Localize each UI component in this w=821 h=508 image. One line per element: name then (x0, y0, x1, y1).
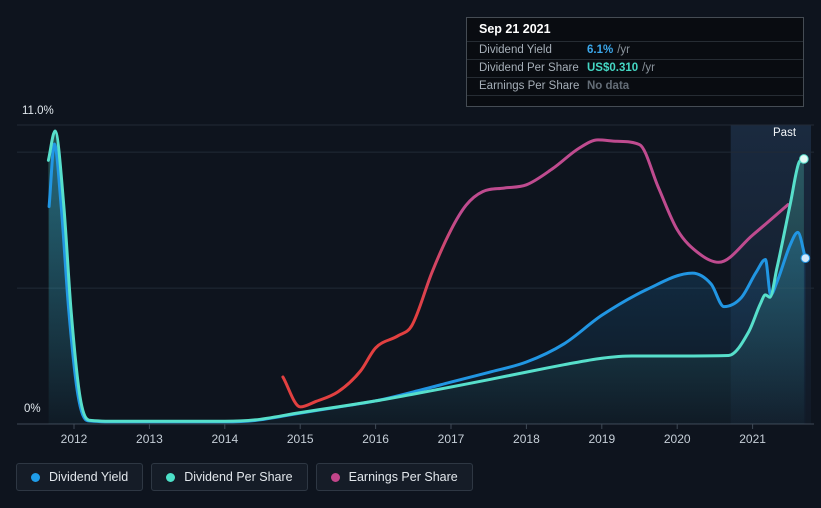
tooltip-row-dividend-yield: Dividend Yield 6.1% /yr (467, 42, 803, 60)
past-region-label: Past (773, 127, 797, 139)
tooltip-value: No data (587, 80, 630, 92)
legend-item-earnings-per-share[interactable]: Earnings Per Share (315, 463, 473, 491)
legend-dot-dividend-per-share (166, 472, 176, 482)
series-area-dividend-yield (49, 144, 806, 424)
x-axis-label-2016: 2016 (362, 432, 389, 446)
tooltip-value: 6.1% (587, 44, 614, 56)
x-axis-label-2013: 2013 (136, 432, 163, 446)
x-axis-label-2020: 2020 (664, 432, 691, 446)
tooltip-date: Sep 21 2021 (467, 18, 803, 42)
legend-label: Dividend Yield (49, 470, 129, 484)
series-line-dividend-per-share (46, 129, 806, 423)
tooltip-label: Earnings Per Share (479, 80, 580, 92)
x-axis-label-2017: 2017 (438, 432, 465, 446)
x-axis-label-2014: 2014 (211, 432, 238, 446)
tooltip-value-suffix: /yr (642, 62, 655, 74)
chart-tooltip: Sep 21 2021 Dividend Yield 6.1% /yr Divi… (466, 17, 804, 107)
legend-label: Earnings Per Share (348, 470, 458, 484)
legend-label: Dividend Per Share (184, 470, 293, 484)
y-axis-top-label: 11.0% (22, 105, 54, 117)
x-axis-label-2015: 2015 (287, 432, 314, 446)
tooltip-label: Dividend Yield (479, 44, 552, 56)
series-line-earnings-per-share (281, 138, 790, 409)
x-axis-label-2018: 2018 (513, 432, 540, 446)
legend-dot-dividend-yield (31, 472, 40, 482)
series-area-dividend-per-share (48, 131, 804, 424)
x-axis-label-2019: 2019 (588, 432, 615, 446)
x-axis-label-2021: 2021 (739, 432, 766, 446)
chart-legend: Dividend Yield Dividend Per Share Earnin… (16, 463, 473, 491)
tooltip-row-earnings-per-share: Earnings Per Share No data (467, 78, 803, 96)
legend-item-dividend-yield[interactable]: Dividend Yield (16, 463, 144, 491)
series-end-dot-dividend-per-share (799, 154, 809, 164)
tooltip-value-suffix: /yr (617, 44, 630, 56)
x-axis-label-2012: 2012 (61, 432, 88, 446)
tooltip-row-dividend-per-share: Dividend Per Share US$0.310 /yr (467, 60, 803, 78)
legend-dot-earnings-per-share (330, 472, 340, 482)
tooltip-value: US$0.310 (587, 62, 639, 74)
y-axis-zero-label: 0% (24, 403, 41, 415)
series-line-dividend-yield (47, 142, 807, 424)
tooltip-label: Dividend Per Share (479, 62, 579, 74)
legend-item-dividend-per-share[interactable]: Dividend Per Share (151, 463, 308, 491)
series-end-dot-dividend-yield (800, 253, 811, 263)
